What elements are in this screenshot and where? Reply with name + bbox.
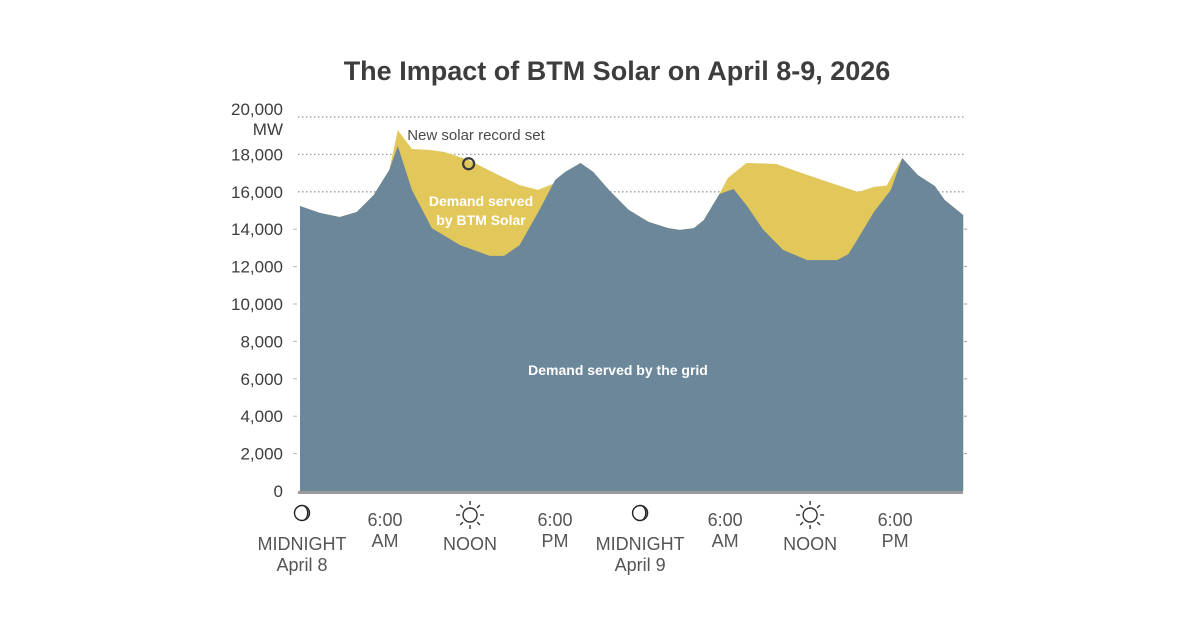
y-tick-label: 2,000	[240, 445, 283, 464]
x-tick-label: MIDNIGHT	[258, 534, 347, 554]
x-tick-label: AM	[712, 531, 739, 551]
area-label-btm-solar: Demand served	[429, 193, 533, 209]
x-tick-label: NOON	[443, 534, 497, 554]
x-tick-label: AM	[372, 531, 399, 551]
x-tick: NOON	[783, 501, 837, 554]
x-tick-label: April 8	[276, 555, 327, 575]
y-tick-label: 0	[274, 482, 283, 501]
area-label-btm-solar: by BTM Solar	[436, 212, 526, 228]
y-tick-label: 6,000	[240, 370, 283, 389]
x-tick-label: PM	[882, 531, 909, 551]
x-tick-label: 6:00	[708, 510, 743, 530]
plot-areas	[300, 130, 964, 491]
x-tick-label: April 9	[615, 555, 666, 575]
area-grid-demand	[300, 146, 964, 491]
x-tick: NOON	[443, 501, 497, 554]
y-tick-label: 8,000	[240, 332, 283, 351]
annotations: New solar record set Demand served by BTM …	[407, 127, 708, 378]
x-tick-label: PM	[542, 531, 569, 551]
x-tick-label: 6:00	[367, 510, 402, 530]
chart-title: The Impact of BTM Solar on April 8-9, 20…	[344, 56, 891, 86]
sun-icon	[456, 501, 485, 529]
y-tick-label: 18,000	[231, 145, 283, 164]
y-axis: 0 2,000 4,000 6,000 8,000 10,000 12,000 14,000 1…	[231, 100, 297, 501]
moon-icon	[293, 504, 311, 522]
annotation-new-record: New solar record set	[407, 127, 545, 144]
y-tick-label: 10,000	[231, 295, 283, 314]
record-marker-icon	[462, 157, 476, 171]
x-tick-label: MIDNIGHT	[596, 534, 685, 554]
x-tick-label: NOON	[783, 534, 837, 554]
x-tick-label: 6:00	[878, 510, 913, 530]
area-label-grid: Demand served by the grid	[528, 362, 708, 378]
y-tick-label: 4,000	[240, 407, 283, 426]
y-tick-label: 16,000	[231, 183, 283, 202]
x-tick-label: 6:00	[538, 510, 573, 530]
moon-icon	[631, 504, 649, 522]
y-tick-label: 14,000	[231, 220, 283, 239]
y-tick-label: 12,000	[231, 258, 283, 277]
y-tick-label: 20,000	[231, 100, 283, 119]
sun-icon	[796, 501, 825, 529]
y-unit-label: MW	[253, 120, 283, 139]
